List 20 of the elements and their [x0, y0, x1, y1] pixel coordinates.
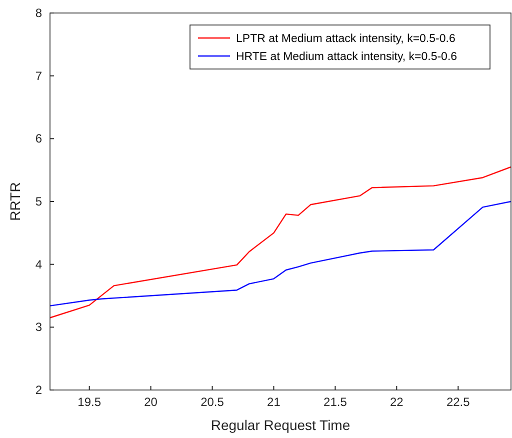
- x-axis-title: Regular Request Time: [210, 417, 350, 433]
- x-tick-label: 20: [144, 395, 158, 409]
- y-axis-title: RRTR: [7, 182, 23, 221]
- legend-label: LPTR at Medium attack intensity, k=0.5-0.6: [236, 33, 456, 45]
- y-tick-label: 5: [35, 194, 42, 208]
- x-tick-label: 21: [267, 395, 281, 409]
- x-tick-label: 21.5: [324, 395, 348, 409]
- x-tick-label: 22: [390, 395, 404, 409]
- y-tick-label: 7: [35, 68, 42, 83]
- line-series: [49, 166, 512, 318]
- y-tick-label: 8: [35, 6, 42, 20]
- y-tick-label: 2: [35, 383, 42, 397]
- y-tick-label: 4: [35, 257, 42, 272]
- y-tick-label: 6: [35, 132, 42, 146]
- x-tick-label: 20.5: [200, 395, 224, 409]
- x-tick-label: 19.5: [78, 395, 102, 409]
- legend-label: HRTE at Medium attack intensity, k=0.5-0.6: [236, 51, 458, 63]
- x-tick-label: 22.5: [446, 395, 470, 409]
- line-series: [49, 200, 512, 306]
- y-tick-label: 3: [35, 320, 42, 334]
